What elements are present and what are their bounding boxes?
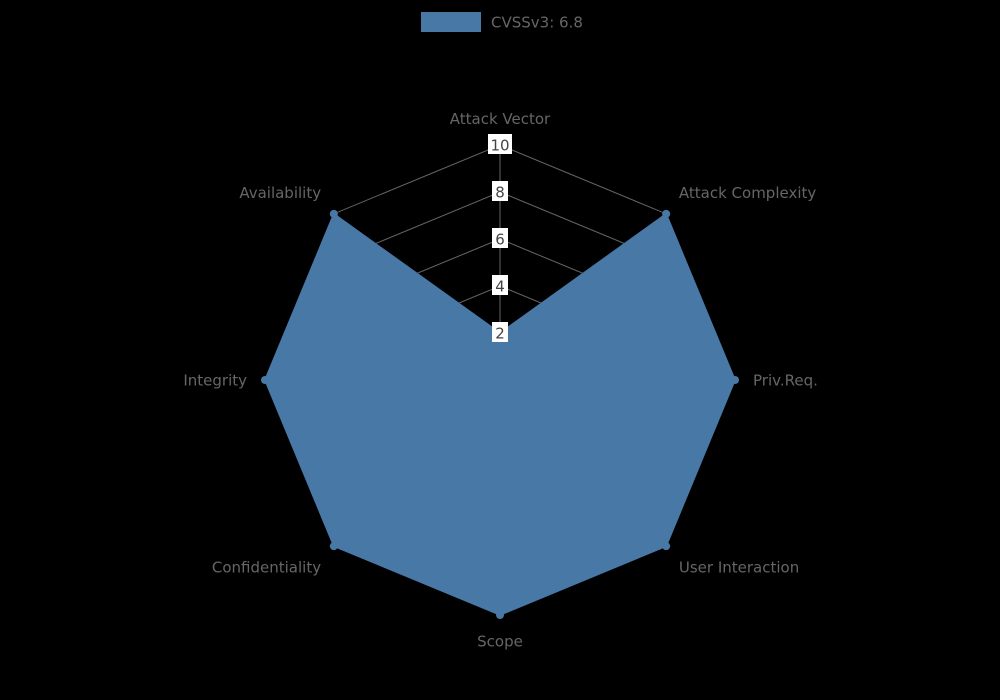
data-marker <box>496 611 504 619</box>
axis-label: Attack Vector <box>450 110 551 128</box>
axis-label: Scope <box>477 633 523 651</box>
axis-label: Priv.Req. <box>753 371 818 389</box>
tick-label: 6 <box>495 231 505 249</box>
tick-label: 10 <box>490 137 509 155</box>
tick-label: 8 <box>495 184 505 202</box>
axis-label: Attack Complexity <box>679 184 816 202</box>
data-marker <box>261 376 269 384</box>
data-marker <box>330 210 338 218</box>
data-marker <box>662 542 670 550</box>
axis-label: Confidentiality <box>212 558 321 576</box>
legend-swatch <box>421 12 481 32</box>
chart-legend: CVSSv3: 6.8 <box>421 12 583 32</box>
axis-label: User Interaction <box>679 558 799 576</box>
data-marker <box>330 542 338 550</box>
legend-label: CVSSv3: 6.8 <box>491 14 583 32</box>
radar-chart-container: Attack Vector Attack Complexity Priv.Req. U… <box>0 0 1000 700</box>
data-marker <box>731 376 739 384</box>
data-marker <box>662 210 670 218</box>
axis-label: Integrity <box>183 371 247 389</box>
tick-label: 2 <box>495 325 505 343</box>
axis-label: Availability <box>239 184 321 202</box>
tick-label: 4 <box>495 278 505 296</box>
radar-chart-svg: Attack Vector Attack Complexity Priv.Req. U… <box>0 0 1000 700</box>
